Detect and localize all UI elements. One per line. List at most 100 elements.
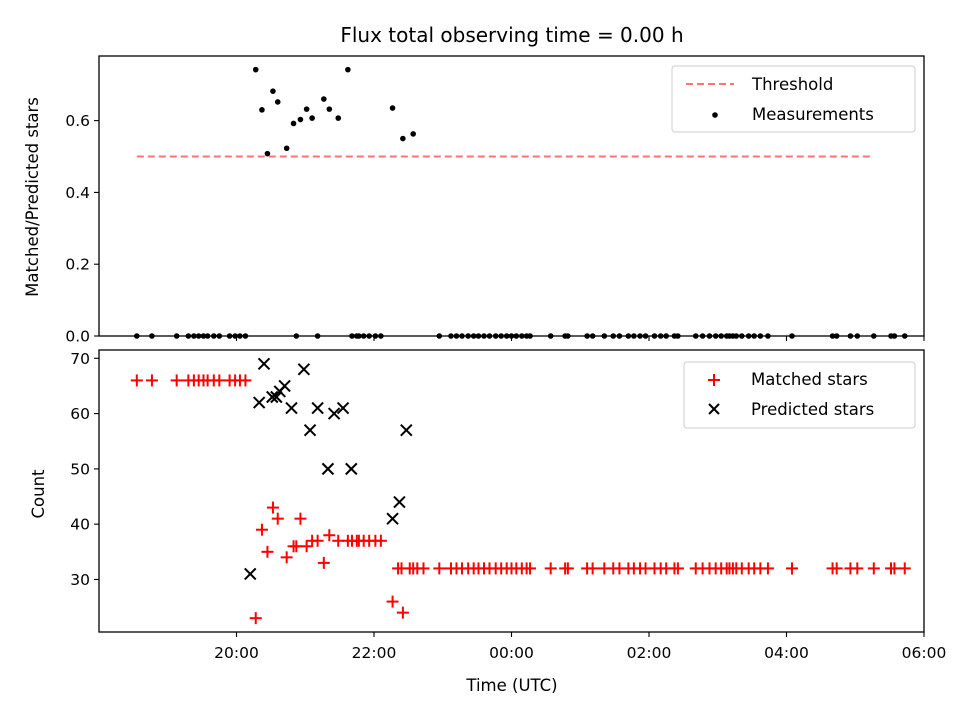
legend-matched-label: Matched stars xyxy=(751,370,868,389)
matched-star-point xyxy=(586,562,599,575)
legend-measurements-label: Measurements xyxy=(752,105,874,124)
matched-star-point xyxy=(266,501,279,514)
x-tick-label: 06:00 xyxy=(902,644,947,662)
measurement-point xyxy=(400,135,406,142)
x-tick-label: 00:00 xyxy=(489,644,534,662)
y-tick-label: 0.0 xyxy=(65,328,90,346)
matched-star-point xyxy=(249,612,262,625)
predicted-star-point xyxy=(400,423,413,437)
matched-star-point xyxy=(524,562,537,575)
x-tick-label: 04:00 xyxy=(764,644,809,662)
matched-star-point xyxy=(261,545,274,558)
figure-title: Flux total observing time = 0.00 h xyxy=(340,23,683,47)
matched-star-point xyxy=(544,562,557,575)
bottom-axes: Count Time (UTC) 30 40 50 60 70 20:00 22:00 00:… xyxy=(29,349,947,695)
y-tick-label: 0.6 xyxy=(65,112,90,130)
measurement-point xyxy=(321,96,327,102)
predicted-star-point xyxy=(285,401,298,415)
y-tick-label: 0.2 xyxy=(65,256,90,274)
matched-star-point xyxy=(830,562,843,575)
matched-star-point xyxy=(213,374,226,387)
matched-star-point xyxy=(145,374,158,387)
predicted-star-point xyxy=(278,379,291,393)
measurement-point xyxy=(274,99,281,105)
matched-star-point xyxy=(867,562,880,575)
matched-star-point xyxy=(255,523,268,536)
matched-star-point xyxy=(433,562,446,575)
measurement-point xyxy=(345,66,351,73)
y-tick-label: 60 xyxy=(70,405,90,423)
matched-star-point xyxy=(290,540,303,553)
legend-matched-swatch xyxy=(708,374,720,386)
predicted-star-point xyxy=(303,423,317,437)
y-tick-label: 40 xyxy=(70,516,90,534)
matched-star-point xyxy=(239,374,252,387)
measurement-point xyxy=(252,66,259,73)
matched-star-point xyxy=(323,529,336,542)
series-predicted-stars xyxy=(244,357,413,581)
y-tick-label: 0.4 xyxy=(65,184,90,202)
bottom-legend-frame xyxy=(683,361,916,429)
legend-predicted-swatch xyxy=(708,403,720,415)
matched-star-point xyxy=(898,562,911,575)
matched-star-point xyxy=(671,562,684,575)
matched-star-point xyxy=(311,534,324,547)
matched-star-point xyxy=(130,374,143,387)
top-y-axis-label: Matched/Predicted stars xyxy=(23,97,42,297)
bottom-legend: Matched stars Predicted stars xyxy=(683,361,916,429)
predicted-star-point xyxy=(252,396,266,409)
bottom-y-axis-label: Count xyxy=(29,469,48,519)
predicted-star-point xyxy=(386,512,399,525)
predicted-star-point xyxy=(244,567,257,581)
measurement-point xyxy=(264,150,271,157)
legend-measurements-swatch xyxy=(712,112,718,118)
predicted-star-point xyxy=(321,462,335,476)
matched-star-point xyxy=(271,512,284,525)
matched-star-point xyxy=(300,540,313,553)
matched-star-point xyxy=(888,562,901,575)
y-tick-label: 30 xyxy=(70,571,90,589)
measurement-point xyxy=(389,105,396,111)
measurement-point xyxy=(283,145,290,152)
matched-star-point xyxy=(417,562,430,575)
matched-star-point xyxy=(170,374,183,387)
y-tick-label: 70 xyxy=(70,350,90,368)
predicted-star-point xyxy=(327,407,341,420)
measurement-point xyxy=(290,120,297,127)
matched-star-point xyxy=(761,562,774,575)
x-tick-label: 22:00 xyxy=(352,644,397,662)
predicted-star-point xyxy=(266,390,279,404)
series-matched-stars xyxy=(130,374,911,625)
x-axis-label: Time (UTC) xyxy=(465,676,557,695)
matched-star-point xyxy=(374,534,387,547)
x-tick-label: 02:00 xyxy=(627,644,672,662)
measurement-point xyxy=(309,115,315,121)
measurement-point xyxy=(410,131,416,137)
x-tick-label: 20:00 xyxy=(214,644,259,662)
matched-star-point xyxy=(561,562,574,575)
predicted-star-point xyxy=(311,401,324,415)
legend-predicted-label: Predicted stars xyxy=(751,400,874,419)
top-axes: Matched/Predicted stars 0.0 0.2 0.4 0.6 xyxy=(23,55,925,346)
top-legend-frame xyxy=(671,65,916,133)
matched-star-point xyxy=(851,562,864,575)
predicted-star-point xyxy=(297,363,311,376)
matched-star-point xyxy=(280,551,293,564)
predicted-star-point xyxy=(336,401,350,415)
series-measurements xyxy=(134,66,908,339)
legend-threshold-label: Threshold xyxy=(751,75,833,94)
predicted-star-point xyxy=(393,495,406,509)
top-legend: Threshold Measurements xyxy=(671,65,916,133)
measurement-point xyxy=(297,116,304,123)
measurement-point xyxy=(270,88,276,94)
matched-star-point xyxy=(786,562,798,575)
measurement-point xyxy=(259,107,265,113)
predicted-star-point xyxy=(345,462,358,476)
measurement-point xyxy=(303,106,310,112)
matched-star-point xyxy=(294,512,307,525)
matched-star-point xyxy=(317,556,330,569)
predicted-star-point xyxy=(257,357,271,371)
y-tick-label: 50 xyxy=(70,460,90,478)
matched-star-point xyxy=(396,606,409,619)
